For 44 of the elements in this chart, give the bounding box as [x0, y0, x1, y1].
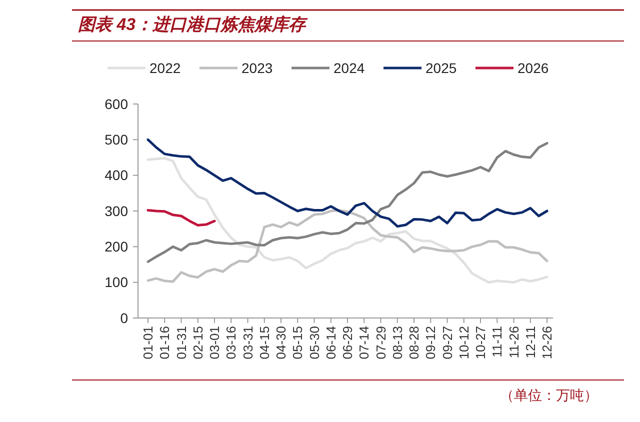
x-tick-label: 12-11 [522, 326, 538, 358]
x-tick-label: 08-28 [406, 326, 422, 360]
x-tick-label: 10-12 [456, 326, 472, 360]
x-tick-label: 11-26 [506, 326, 522, 358]
line-series [146, 209, 216, 227]
text: （单位：万吨） [500, 387, 598, 403]
y-tick-label: 0 [120, 310, 128, 326]
legend-label: 2022 [150, 60, 181, 76]
y-tick-label: 100 [104, 274, 128, 290]
line-series [146, 209, 548, 283]
line-series [146, 138, 548, 228]
legend-label: 2024 [334, 60, 365, 76]
y-tick-label: 200 [104, 238, 128, 255]
x-tick-label: 03-01 [207, 326, 222, 360]
x-tick-label: 04-30 [274, 326, 289, 360]
line-series [146, 142, 548, 263]
x-tick-label: 03-31 [240, 326, 256, 360]
y-tick-label: 300 [104, 202, 128, 219]
legend-label: 2026 [518, 60, 549, 76]
x-tick-label: 07-29 [373, 326, 388, 360]
y-tick-label: 500 [104, 132, 128, 148]
y-tick-label: 400 [104, 167, 128, 184]
x-tick-label: 01-31 [174, 326, 189, 360]
legend-label: 2025 [426, 60, 457, 76]
x-tick-label: 05-30 [306, 326, 322, 360]
x-tick-label: 11-11 [490, 326, 505, 358]
x-tick-label: 05-15 [290, 326, 306, 360]
x-tick-label: 12-26 [540, 326, 555, 360]
x-tick-label: 01-01 [140, 326, 156, 360]
x-tick-label: 04-15 [256, 326, 272, 360]
x-tick-label: 02-15 [190, 326, 206, 360]
x-tick-label: 06-14 [323, 326, 338, 360]
chart-title: 图表 43：进口港口炼焦煤库存 [78, 15, 309, 34]
x-tick-label: 06-29 [340, 326, 356, 360]
x-tick-label: 08-13 [390, 326, 405, 360]
x-tick-label: 09-12 [423, 326, 438, 360]
legend-label: 2023 [242, 60, 273, 76]
x-tick-label: 03-16 [224, 326, 239, 360]
line-series [146, 156, 548, 284]
y-tick-label: 600 [104, 96, 128, 112]
x-tick-label: 09-27 [440, 326, 455, 360]
x-tick-label: 10-27 [473, 326, 488, 360]
x-tick-label: 01-16 [157, 326, 172, 360]
x-tick-label: 07-14 [356, 326, 372, 360]
